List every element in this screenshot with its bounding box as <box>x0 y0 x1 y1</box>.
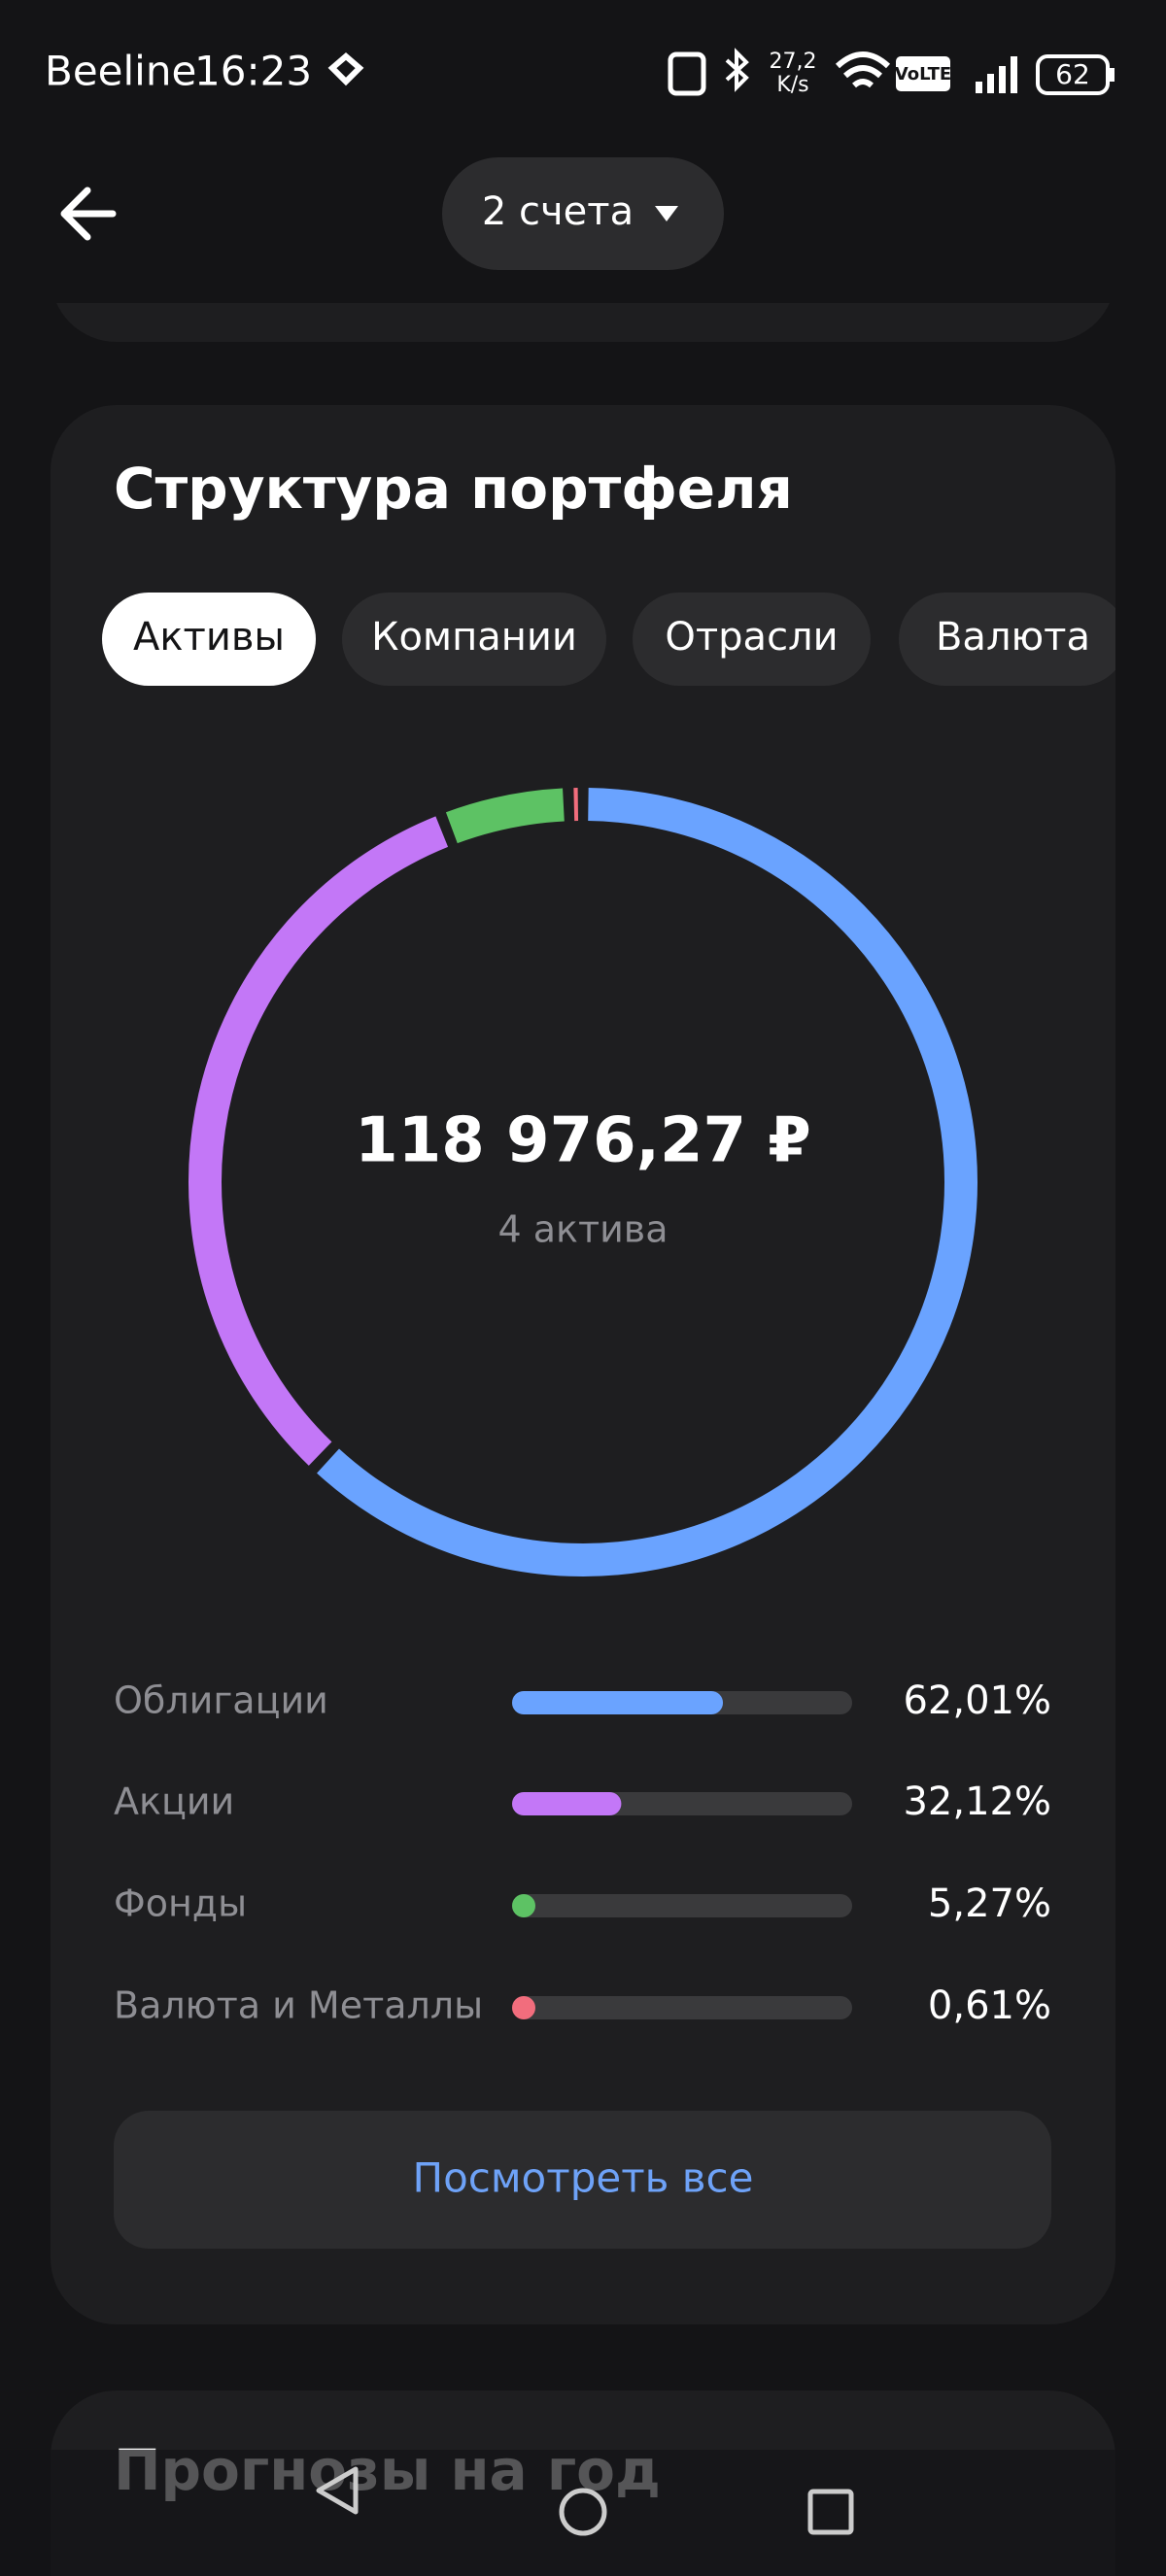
donut-segment <box>317 788 978 1576</box>
asset-percent: 5,27% <box>928 1881 1051 1926</box>
bar-fill <box>512 1894 535 1917</box>
dropdown-arrow <box>655 206 678 221</box>
back-button[interactable] <box>60 186 117 241</box>
battery-level: 62 <box>1055 58 1090 90</box>
asset-count: 4 актива <box>497 1208 668 1251</box>
view-all-button[interactable] <box>114 2111 1051 2249</box>
tab-label: Валюта <box>936 615 1090 660</box>
bar-fill <box>512 1792 622 1815</box>
bar-fill <box>512 1996 535 2019</box>
nav-recents[interactable] <box>807 2489 854 2535</box>
bar-fill <box>512 1691 724 1714</box>
nav-home[interactable] <box>559 2488 607 2536</box>
tab[interactable] <box>102 593 316 686</box>
asset-percent: 32,12% <box>903 1779 1051 1824</box>
time: 16:23 <box>194 48 312 95</box>
asset-name: Валюта и Металлы <box>114 1984 483 2027</box>
net-speed: 27,2 <box>770 50 817 74</box>
tab-label: Отрасли <box>665 615 838 660</box>
asset-name: Акции <box>114 1780 234 1823</box>
carrier: Beeline <box>45 48 196 95</box>
account-selector-label: 2 счета <box>482 189 634 234</box>
tab-label: Компании <box>371 615 577 660</box>
account-selector[interactable] <box>442 157 724 270</box>
asset-percent: 0,61% <box>928 1983 1051 2028</box>
volte-badge <box>896 56 950 91</box>
nav-back[interactable] <box>316 2466 359 2515</box>
tab[interactable] <box>899 593 1127 686</box>
donut-segment <box>445 788 565 844</box>
bluetooth-icon <box>725 48 749 92</box>
signal-icon <box>976 56 1017 93</box>
tab[interactable] <box>633 593 871 686</box>
net-speed-unit: K/s <box>776 73 808 97</box>
wifi-icon <box>835 51 891 88</box>
total-value: 118 976,27 ₽ <box>355 1105 811 1177</box>
card-title: Структура портфеля <box>114 456 793 522</box>
status-icon <box>327 52 364 86</box>
tab[interactable] <box>342 593 606 686</box>
battery-tip <box>1110 68 1115 82</box>
battery <box>1036 54 1110 95</box>
bar-track <box>512 1996 852 2019</box>
portfolio-card <box>51 405 1115 2324</box>
volte-label: VoLTE <box>895 64 951 85</box>
asset-percent: 62,01% <box>903 1678 1051 1723</box>
asset-name: Фонды <box>114 1882 247 1925</box>
donut-segment <box>189 816 449 1466</box>
card-edge-mask <box>1115 583 1166 699</box>
asset-name: Облигации <box>114 1679 328 1722</box>
view-all-label: Посмотреть все <box>413 2154 754 2202</box>
tab-label: Активы <box>133 615 285 660</box>
bar-track <box>512 1894 852 1917</box>
nav-bar <box>0 2450 1166 2576</box>
nfc-icon <box>668 51 706 96</box>
